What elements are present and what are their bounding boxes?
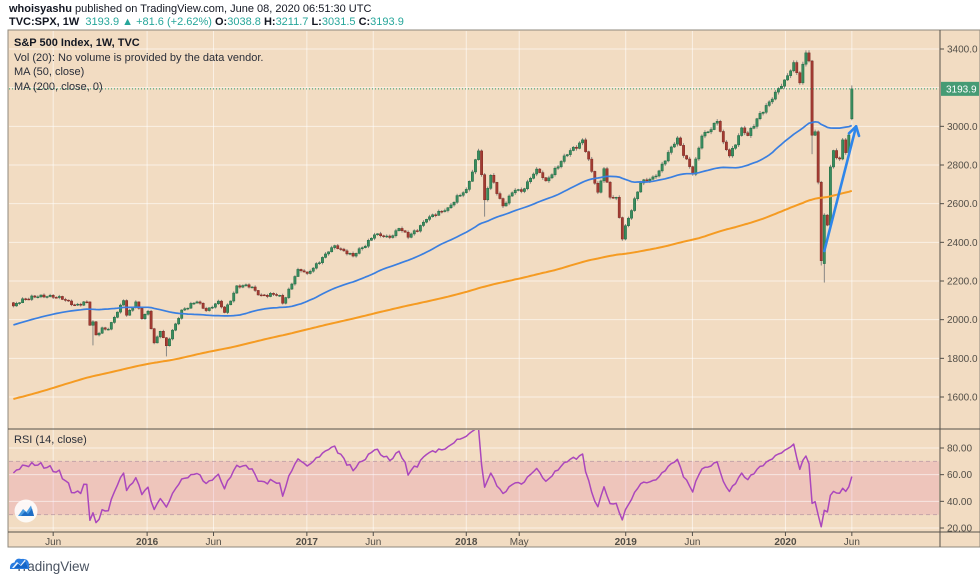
time-scale[interactable]: Jun 2016 Jun 2017 Jun 2018 May 2019 Jun 2020 Jun (45, 532, 860, 548)
price-tick-label: 2200.0 (947, 276, 978, 287)
price-tick-label: 1800.0 (947, 354, 978, 365)
high-label: H: (263, 16, 276, 28)
time-tick-label: Jun (365, 537, 381, 548)
chart-legend: S&P 500 Index, 1W, TVC Vol (20): No volu… (14, 36, 263, 94)
low-label: L: (311, 16, 322, 28)
price-tick-label: 2600.0 (947, 199, 978, 210)
price-scale[interactable]: 3400.0 3000.0 2800.0 2600.0 2400.0 2200.0 2000… (940, 45, 979, 404)
rsi-tick-label: 60.00 (947, 470, 972, 481)
footer-bar: TradingView (9, 555, 89, 577)
time-tick-label: Jun (45, 537, 61, 548)
open-label: O: (215, 16, 228, 28)
last-price-badge-text: 3193.9 (946, 84, 977, 95)
rsi-pane-label: RSI (14, close) (14, 434, 87, 446)
up-arrow-icon: ▲ (122, 16, 134, 28)
author-name: whoisyashu (9, 3, 72, 15)
rsi-scale[interactable]: 80.00 60.00 40.00 20.00 (940, 444, 972, 535)
rsi-band (9, 461, 939, 515)
price-tick-label: 1600.0 (947, 392, 978, 403)
tradingview-watermark-icon (14, 499, 38, 523)
low-value: 3031.5 (321, 16, 356, 28)
time-tick-label: Jun (684, 537, 700, 548)
time-tick-label: 2019 (615, 537, 638, 548)
rsi-pane[interactable] (9, 428, 940, 529)
legend-symbol-title: S&P 500 Index, 1W, TVC (14, 37, 140, 49)
main-price-pane[interactable] (9, 48, 940, 400)
rsi-line (12, 430, 853, 528)
time-tick-label: 2020 (774, 537, 797, 548)
time-tick-label: 2016 (136, 537, 159, 548)
legend-ma200-study: MA (200, close, 0) (14, 80, 103, 93)
legend-volume-study: Vol (20): No volume is provided by the d… (14, 51, 264, 64)
snapshot-header: whoisyashu published on TradingView.com,… (9, 3, 404, 29)
rsi-tick-label: 40.00 (947, 497, 972, 508)
publish-line: whoisyashu published on TradingView.com,… (9, 3, 404, 16)
last-price-badge (941, 81, 979, 96)
ma200-line (13, 189, 853, 400)
time-tick-label: May (510, 537, 529, 548)
ma50-line (13, 120, 853, 326)
close-label: C: (358, 16, 371, 28)
publish-info: published on TradingView.com, June 08, 2… (71, 3, 372, 15)
tradingview-logo-icon (9, 558, 30, 569)
price-tick-label: 3000.0 (947, 122, 978, 133)
rsi-tick-label: 80.00 (947, 444, 972, 455)
rsi-tick-label: 20.00 (947, 524, 972, 535)
price-tick-label: 2000.0 (947, 315, 978, 326)
price-tick-label: 2800.0 (947, 160, 978, 171)
symbol-name: TVC:SPX, 1W (9, 16, 80, 28)
price-change: +81.6 (+2.62%) (136, 16, 212, 28)
time-tick-label: Jun (844, 537, 860, 548)
close-value: 3193.9 (370, 16, 404, 28)
tradingview-brand-text: TradingView (15, 558, 90, 574)
last-price: 3193.9 (85, 16, 120, 28)
price-tick-label: 3400.0 (947, 45, 978, 56)
symbol-line: TVC:SPX, 1W 3193.9 ▲ +81.6 (+2.62%) O:30… (9, 16, 404, 29)
high-value: 3211.7 (275, 16, 309, 28)
open-value: 3038.8 (227, 16, 261, 28)
time-tick-label: Jun (205, 537, 221, 548)
time-tick-label: 2017 (296, 537, 319, 548)
legend-ma50-study: MA (50, close) (14, 66, 85, 78)
price-tick-label: 2400.0 (947, 238, 978, 249)
trend-arrow-drawing[interactable] (822, 125, 861, 253)
time-tick-label: 2018 (455, 537, 478, 548)
